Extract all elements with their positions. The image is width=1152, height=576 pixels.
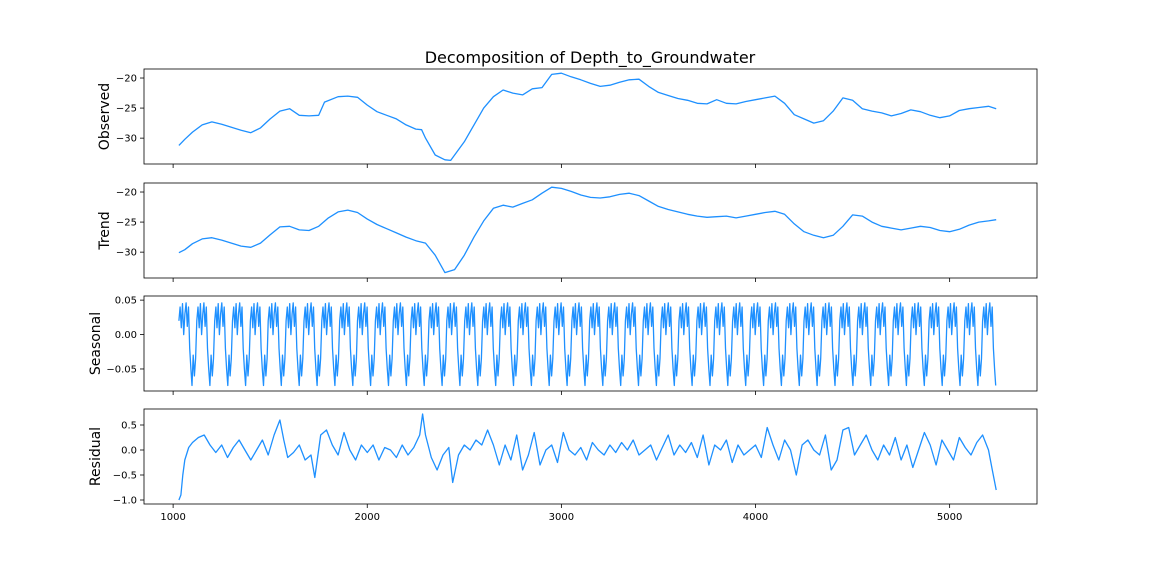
seasonal-series-line (178, 302, 997, 387)
x-tick-label: 5000 (937, 512, 962, 523)
residual-axes-frame (143, 408, 1038, 505)
x-tick-label: 3000 (549, 512, 574, 523)
trend-y-tick-label: −20 (116, 188, 137, 199)
observed-axes-frame (143, 68, 1038, 165)
residual-series-line (178, 413, 997, 501)
observed-y-tick-label: −30 (116, 134, 137, 145)
trend-axes-frame (143, 182, 1038, 279)
residual-y-axis-label: Residual (88, 427, 104, 486)
observed-y-tick-label: −20 (116, 74, 137, 85)
trend-y-axis-label: Trend (97, 211, 113, 250)
seasonal-axes-frame (143, 295, 1038, 392)
trend-panel: −30 −25 −20 Trend (97, 182, 1038, 282)
observed-y-tick-label: −25 (116, 104, 137, 115)
seasonal-y-tick-label: 0.05 (115, 296, 137, 307)
seasonal-panel: −0.05 0.00 0.05 Seasonal (88, 295, 1038, 395)
figure-title: Decomposition of Depth_to_Groundwater (425, 48, 756, 68)
residual-y-tick-label: 0.5 (121, 421, 137, 432)
trend-y-tick-label: −25 (116, 218, 137, 229)
seasonal-y-tick-label: −0.05 (106, 364, 137, 375)
observed-y-axis-label: Observed (97, 83, 113, 150)
residual-y-tick-label: 0.0 (121, 446, 137, 457)
x-tick-label: 4000 (743, 512, 768, 523)
x-tick-label: 2000 (355, 512, 380, 523)
seasonal-y-tick-label: 0.00 (115, 330, 137, 341)
residual-y-tick-label: −1.0 (113, 496, 137, 507)
seasonal-y-axis-label: Seasonal (88, 312, 104, 375)
x-tick-label: 1000 (160, 512, 185, 523)
trend-series-line (178, 186, 997, 274)
trend-y-tick-label: −30 (116, 248, 137, 259)
observed-series-line (178, 72, 997, 162)
residual-panel: −1.0 −0.5 0.0 0.5 1000 2000 3000 4000 5000 Residu… (88, 408, 1038, 523)
residual-y-tick-label: −0.5 (113, 471, 137, 482)
